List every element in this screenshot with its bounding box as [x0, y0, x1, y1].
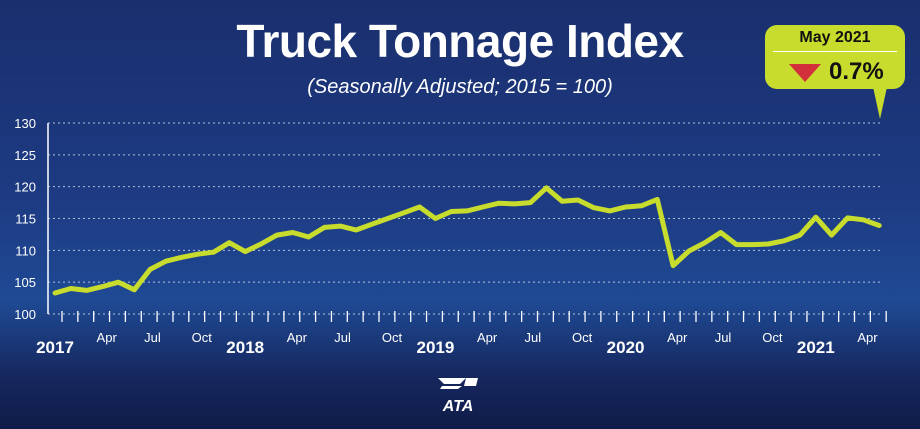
callout-date: May 2021 [799, 29, 871, 46]
y-tick-label: 100 [14, 307, 36, 322]
x-year-label: 2020 [607, 338, 645, 357]
logo-flag-icon [438, 378, 478, 389]
x-month-label: Apr [287, 330, 308, 345]
change-callout: May 2021 0.7% [765, 25, 905, 119]
tonnage-series-line [52, 185, 882, 296]
x-month-label: Oct [762, 330, 783, 345]
x-month-label: Jul [525, 330, 542, 345]
x-month-label: Jul [144, 330, 161, 345]
x-month-label: Apr [857, 330, 878, 345]
y-tick-label: 125 [14, 148, 36, 163]
y-tick-label: 115 [15, 212, 36, 227]
x-year-label: 2017 [36, 338, 74, 357]
x-month-label: Apr [97, 330, 118, 345]
chart-subtitle: (Seasonally Adjusted; 2015 = 100) [307, 76, 613, 98]
x-month-label: Oct [572, 330, 593, 345]
x-year-label: 2021 [797, 338, 835, 357]
x-year-label: 2018 [226, 338, 264, 357]
callout-change-value: 0.7% [829, 58, 884, 85]
x-month-label: Apr [477, 330, 498, 345]
y-tick-label: 110 [15, 243, 36, 258]
ata-logo: ATA [436, 376, 480, 416]
chart-title: Truck Tonnage Index [236, 15, 684, 67]
x-month-label: Apr [667, 330, 688, 345]
callout-divider [773, 51, 897, 52]
x-month-label: Jul [715, 330, 732, 345]
down-arrow-icon [789, 64, 821, 82]
logo-text: ATA [442, 398, 474, 415]
y-tick-label: 120 [14, 180, 36, 195]
y-tick-label: 130 [14, 116, 36, 131]
y-tick-label: 105 [14, 275, 36, 290]
x-month-label: Jul [334, 330, 351, 345]
x-month-label: Oct [192, 330, 213, 345]
x-month-label: Oct [382, 330, 403, 345]
x-year-label: 2019 [416, 338, 454, 357]
